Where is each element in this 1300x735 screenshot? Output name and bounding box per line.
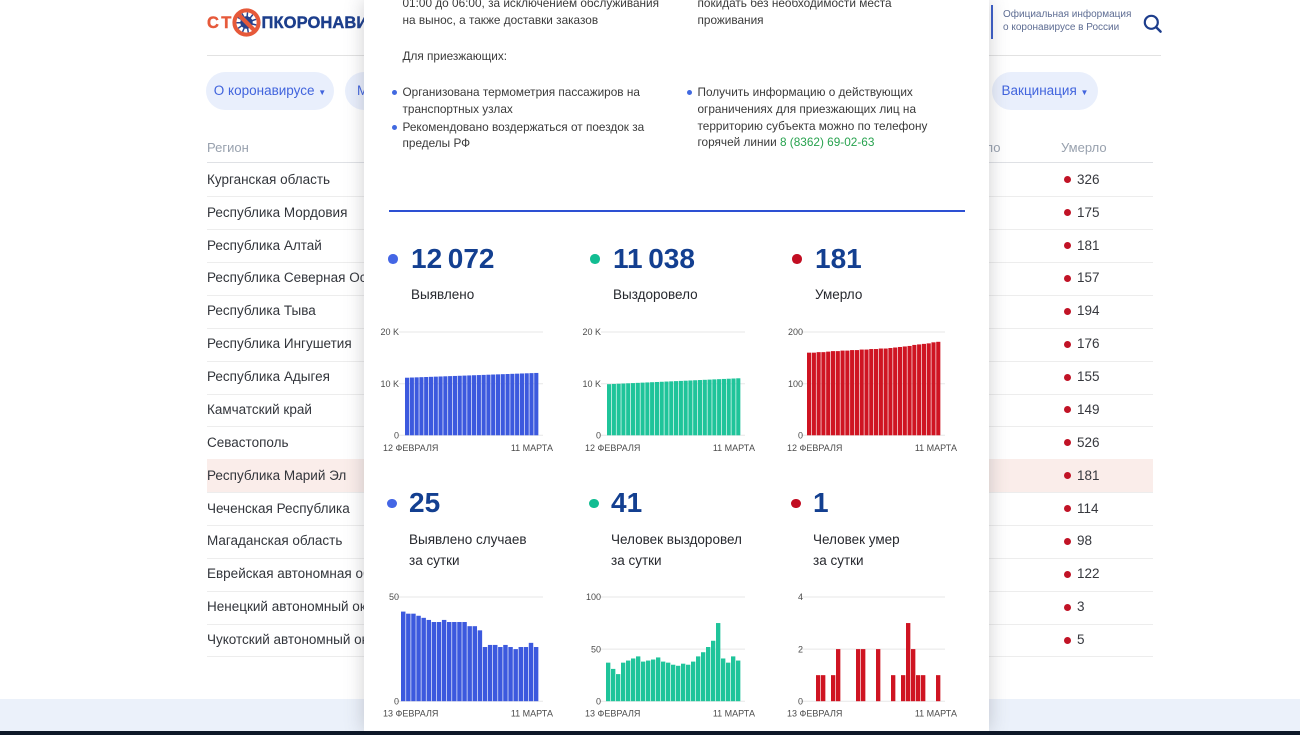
svg-text:13 ФЕВРАЛЯ: 13 ФЕВРАЛЯ: [585, 708, 640, 718]
svg-text:11 МАРТА: 11 МАРТА: [511, 442, 553, 452]
svg-text:12 ФЕВРАЛЯ: 12 ФЕВРАЛЯ: [585, 442, 640, 452]
svg-text:4: 4: [798, 592, 803, 602]
svg-text:11 МАРТА: 11 МАРТА: [511, 708, 553, 718]
svg-text:0: 0: [798, 430, 803, 440]
svg-text:0: 0: [394, 696, 399, 706]
svg-text:11 МАРТА: 11 МАРТА: [915, 442, 957, 452]
svg-text:10 K: 10 K: [380, 378, 399, 388]
svg-text:200: 200: [788, 327, 803, 337]
svg-text:20 K: 20 K: [380, 327, 399, 337]
svg-text:100: 100: [586, 592, 601, 602]
svg-text:12 ФЕВРАЛЯ: 12 ФЕВРАЛЯ: [787, 442, 842, 452]
svg-text:0: 0: [798, 696, 803, 706]
svg-text:0: 0: [596, 430, 601, 440]
svg-text:20 K: 20 K: [582, 327, 601, 337]
svg-text:11 МАРТА: 11 МАРТА: [713, 708, 755, 718]
svg-text:50: 50: [389, 592, 399, 602]
svg-text:50: 50: [591, 644, 601, 654]
svg-text:12 ФЕВРАЛЯ: 12 ФЕВРАЛЯ: [383, 442, 438, 452]
svg-text:13 ФЕВРАЛЯ: 13 ФЕВРАЛЯ: [787, 708, 842, 718]
svg-text:11 МАРТА: 11 МАРТА: [713, 442, 755, 452]
svg-text:11 МАРТА: 11 МАРТА: [915, 708, 957, 718]
svg-text:2: 2: [798, 644, 803, 654]
svg-text:100: 100: [788, 378, 803, 388]
svg-text:13 ФЕВРАЛЯ: 13 ФЕВРАЛЯ: [383, 708, 438, 718]
svg-text:0: 0: [394, 430, 399, 440]
svg-text:10 K: 10 K: [582, 378, 601, 388]
svg-text:0: 0: [596, 696, 601, 706]
